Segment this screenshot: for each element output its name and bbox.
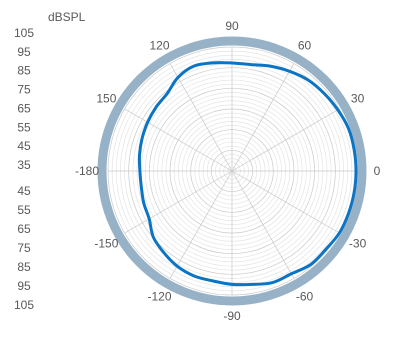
- radial-scale-label: 95: [17, 45, 31, 59]
- series-line: [137, 61, 358, 287]
- unit-label: dBSPL: [48, 10, 86, 24]
- angle-tick-label: -60: [296, 290, 314, 304]
- grid-spoke: [124, 108, 233, 172]
- angle-tick-label: 0: [374, 164, 381, 178]
- radial-scale-label: 75: [17, 241, 31, 255]
- radial-scale-label: 85: [17, 260, 31, 274]
- polar-grid: [107, 46, 357, 296]
- grid-spoke: [231, 170, 340, 234]
- radial-scale-label: 85: [17, 64, 31, 78]
- angle-tick-label: 30: [351, 92, 365, 106]
- outer-ring: [97, 36, 367, 306]
- radial-scale-label: 45: [17, 184, 31, 198]
- radial-scale-bottom: 45 55 65 75 85 95 105: [14, 184, 34, 312]
- radial-scale-label: 65: [17, 222, 31, 236]
- radial-scale-label: 55: [17, 203, 31, 217]
- radial-scale-top: 105 95 85 75 65 55 45 35: [14, 26, 34, 172]
- grid-spoke: [231, 108, 340, 172]
- radial-scale-label: 105: [14, 26, 34, 40]
- radial-scale-label: 55: [17, 120, 31, 134]
- angle-tick-label: -90: [223, 309, 241, 323]
- angle-tick-label: 150: [96, 92, 116, 106]
- angle-tick-label: 60: [298, 38, 312, 52]
- grid-spoke: [124, 170, 233, 234]
- radial-scale-label: 75: [17, 83, 31, 97]
- grid-spoke: [169, 63, 233, 172]
- angle-tick-label: -120: [147, 290, 171, 304]
- angle-tick-label: -180: [75, 164, 99, 178]
- radial-scale-label: 65: [17, 101, 31, 115]
- radial-scale-label: 45: [17, 139, 31, 153]
- grid-spoke: [231, 170, 295, 279]
- radial-scale-label: 105: [14, 298, 34, 312]
- grid-spoke: [169, 170, 233, 279]
- angle-tick-label: -30: [349, 237, 367, 251]
- radial-scale-label: 95: [17, 279, 31, 293]
- angle-tick-label: 120: [149, 38, 169, 52]
- angle-tick-label: -150: [94, 237, 118, 251]
- radial-scale-label: 35: [17, 158, 31, 172]
- angle-tick-labels: 90 60 30 0 -30 -60 -90 -120 -150 -180 150 120: [75, 19, 381, 323]
- grid-spoke: [231, 63, 295, 172]
- angle-tick-label: 90: [225, 19, 239, 33]
